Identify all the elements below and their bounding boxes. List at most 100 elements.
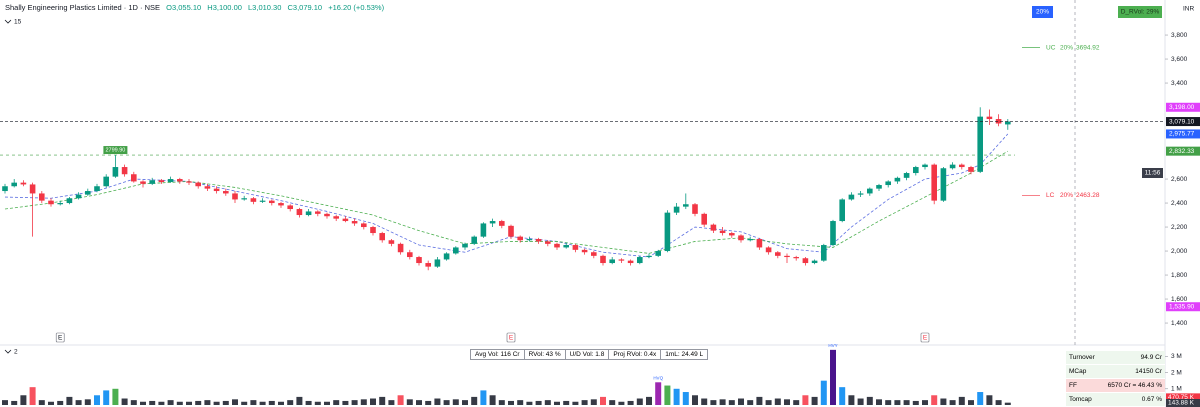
y-tick-label: 2,200 <box>1171 224 1188 231</box>
volume-bar <box>406 399 413 405</box>
volume-bar <box>866 396 873 405</box>
volume-bar <box>839 387 846 405</box>
stats-item: RVol: 43 % <box>525 350 566 359</box>
candle-body <box>342 218 349 222</box>
earnings-marker <box>506 332 516 343</box>
volume-tick-label: 3 M <box>1171 353 1182 360</box>
pane-badge[interactable]: 2 <box>14 349 18 356</box>
candle-body <box>563 245 569 248</box>
candle-body <box>149 180 155 184</box>
candle-body <box>416 257 422 264</box>
stats-value: 0.67 % <box>1100 392 1165 407</box>
candle-body <box>848 194 855 200</box>
volume-bar <box>259 401 266 405</box>
candle-body <box>85 191 91 195</box>
volume-bar <box>903 400 910 405</box>
candle-body <box>940 168 947 201</box>
y-tick-label: 3,800 <box>1171 32 1188 39</box>
candle-body <box>232 193 238 200</box>
candle-body <box>784 255 790 258</box>
circuit-value: 3694.92 <box>1076 44 1100 51</box>
volume-bar <box>379 396 386 405</box>
volume-bar <box>324 401 330 405</box>
candle-body <box>296 209 303 216</box>
stats-row: MCap 14150 Cr <box>1066 364 1165 379</box>
header: Shally Engineering Plastics Limited · 1D… <box>5 3 388 12</box>
volume-bar <box>728 400 735 405</box>
volume-tick-label: 2 M <box>1171 369 1182 376</box>
candle-body <box>600 255 606 264</box>
volume-bar <box>397 395 404 405</box>
volume-bar <box>75 400 82 405</box>
candle-body <box>223 191 229 194</box>
candle-body <box>361 223 367 228</box>
pane-badge[interactable]: 15 <box>14 19 22 26</box>
volume-bar <box>958 396 965 405</box>
volume-bar <box>535 400 542 405</box>
volume-bar <box>176 401 183 405</box>
candle-body <box>324 213 330 217</box>
y-tick-label: 2,400 <box>1171 200 1188 207</box>
volume-bar <box>296 396 303 405</box>
volume-bar <box>158 401 165 405</box>
volume-bar <box>57 400 64 405</box>
price-label: 1,535.90 <box>1169 303 1195 310</box>
volume-tag: HVY <box>828 343 837 348</box>
volume-tick-label: 1 M <box>1171 386 1182 393</box>
stats-row: Tomcap 0.67 % <box>1066 392 1165 407</box>
volume-bar <box>802 395 809 405</box>
candle-body <box>103 176 109 187</box>
volume-bar <box>48 401 54 405</box>
candle-body <box>131 174 137 182</box>
candle-body <box>876 185 882 189</box>
volume-bar <box>443 400 450 405</box>
candle-body <box>186 181 192 183</box>
last-price-label: 3,079.10 <box>1169 118 1195 125</box>
volume-bar <box>747 400 754 405</box>
volume-bar <box>517 400 524 405</box>
y-tick-label: 3,600 <box>1171 56 1188 63</box>
candle-body <box>885 181 891 186</box>
y-tick-label: 1,400 <box>1171 320 1188 327</box>
candle-body <box>167 179 174 183</box>
volume-bar <box>452 399 459 405</box>
candle-body <box>140 181 146 184</box>
volume-bar <box>600 396 606 405</box>
collapse-icon[interactable] <box>4 349 12 354</box>
candle-body <box>747 239 753 241</box>
price-label-bg <box>1166 102 1200 112</box>
candle-body <box>729 233 735 236</box>
stats-row: Turnover 94.9 Cr <box>1066 351 1165 365</box>
candle-body <box>867 188 873 194</box>
candle-body <box>692 204 698 214</box>
moving-average <box>4 133 1009 258</box>
volume-bar <box>977 392 984 405</box>
volume-bar <box>508 400 514 405</box>
volume-bar <box>287 400 294 405</box>
high-label-bg <box>103 146 128 155</box>
candle-body <box>57 203 63 205</box>
volume-bar <box>94 395 100 405</box>
collapse-icon[interactable] <box>4 19 12 24</box>
volume-bar <box>11 400 18 405</box>
volume-bar <box>995 400 1002 405</box>
candle-body <box>158 180 165 183</box>
volume-bar <box>186 401 192 405</box>
volume-bar <box>434 398 441 405</box>
candle-body <box>305 211 312 216</box>
volume-average-bg <box>1166 393 1200 402</box>
volume-bar <box>204 400 211 405</box>
volume-bar <box>912 400 919 405</box>
volume-bar <box>333 400 340 405</box>
candle-body <box>1005 121 1011 125</box>
candle-body <box>572 245 579 250</box>
volume-bar <box>701 398 708 405</box>
ohlc-change: +16.20 (+0.53%) <box>328 3 385 12</box>
volume-bar <box>830 349 836 405</box>
ohlc-close: C3,079.10 <box>287 3 323 12</box>
volume-bar <box>655 382 662 405</box>
volume-bar <box>968 400 974 405</box>
stats-item: Avg Vol: 116 Cr <box>471 350 525 359</box>
price-label-bg <box>1166 302 1200 312</box>
